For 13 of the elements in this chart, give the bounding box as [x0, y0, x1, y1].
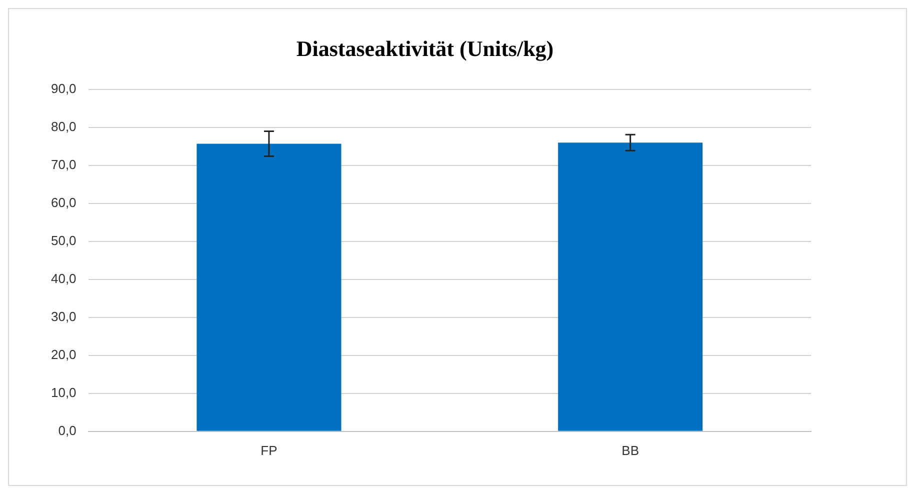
y-tick-label: 0,0	[58, 422, 76, 438]
x-tick-label: FP	[260, 442, 278, 458]
y-tick-label: 10,0	[50, 384, 76, 400]
y-tick-label: 40,0	[50, 270, 76, 286]
y-tick-label: 30,0	[50, 308, 76, 324]
chart-title: Diastaseaktivität (Units/kg)	[296, 36, 554, 61]
x-tick-label: BB	[622, 442, 639, 458]
y-tick-label: 80,0	[50, 118, 76, 134]
y-tick-label: 70,0	[50, 156, 76, 172]
y-tick-label: 50,0	[50, 232, 76, 248]
y-tick-label: 90,0	[50, 80, 76, 96]
y-tick-label: 60,0	[50, 194, 76, 210]
y-tick-label: 20,0	[50, 346, 76, 362]
